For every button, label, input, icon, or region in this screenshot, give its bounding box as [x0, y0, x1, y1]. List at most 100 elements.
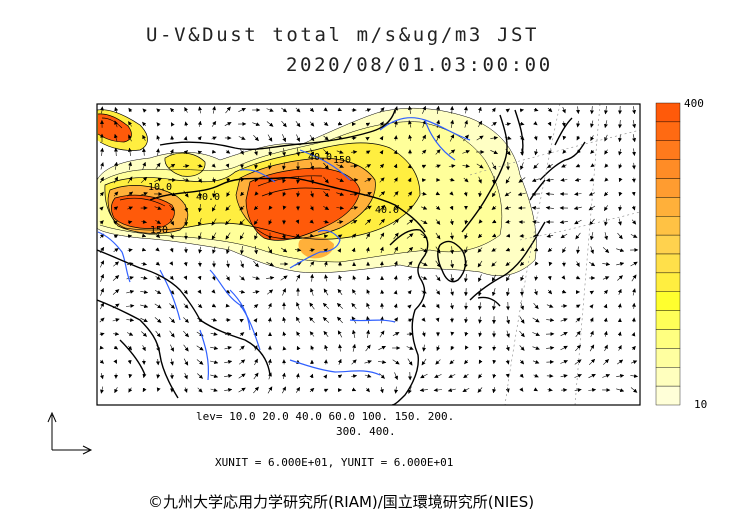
wind-vector: [559, 220, 568, 225]
wind-vector: [197, 387, 203, 393]
wind-vector: [519, 345, 525, 351]
wind-vector: [170, 122, 175, 127]
wind-vector: [574, 192, 582, 196]
wind-vector: [113, 206, 119, 211]
wind-vector: [142, 387, 147, 393]
wind-vector: [603, 289, 608, 295]
wind-vector: [532, 360, 540, 364]
wind-vector: [155, 219, 161, 225]
wind-vector: [478, 176, 482, 184]
wind-vector: [449, 205, 454, 211]
wind-vector: [520, 162, 524, 170]
wind-vector: [632, 148, 636, 156]
contour-levels-line1: lev= 10.0 20.0 40.0 60.0 100. 150. 200.: [196, 410, 455, 423]
wind-vector: [141, 247, 147, 252]
wind-vector: [450, 274, 455, 283]
wind-vector: [505, 108, 510, 113]
wind-vector: [589, 106, 594, 115]
wind-vector: [266, 121, 274, 127]
wind-vector: [100, 176, 104, 183]
wind-vector: [464, 345, 469, 350]
wind-vector: [365, 247, 370, 253]
wind-vector: [631, 191, 636, 196]
wind-vector: [197, 204, 202, 213]
wind-vector: [393, 260, 398, 267]
wind-vector: [421, 358, 427, 366]
wind-vector: [282, 331, 287, 337]
wind-vector: [238, 387, 246, 393]
wind-vector: [378, 345, 386, 351]
wind-vector: [351, 150, 358, 155]
wind-vector: [464, 219, 469, 225]
wind-vector: [100, 386, 104, 394]
wind-vector: [113, 234, 119, 239]
wind-vector: [323, 374, 328, 379]
wind-vector: [393, 163, 398, 169]
wind-vector: [435, 274, 441, 282]
wind-vector: [155, 330, 161, 338]
wind-vector: [575, 163, 581, 168]
wind-vector: [476, 163, 484, 169]
wind-vector: [156, 108, 161, 113]
wind-vector: [365, 150, 371, 155]
wind-vector: [560, 331, 568, 337]
wind-vector: [282, 134, 287, 143]
wind-vector: [603, 303, 608, 309]
wind-vector: [560, 360, 568, 364]
wind-vector: [155, 162, 161, 170]
wind-vector: [464, 317, 469, 324]
wind-vector: [531, 178, 540, 182]
wind-vector: [449, 359, 455, 365]
wind-vector: [351, 329, 356, 338]
wind-vector: [421, 191, 427, 196]
wind-vector: [463, 177, 469, 183]
wind-vector: [590, 330, 594, 338]
wind-vector: [183, 136, 188, 141]
wind-vector: [506, 233, 511, 238]
reference-vector-axes: [47, 411, 93, 455]
wind-vector: [546, 164, 553, 168]
colorbar-swatch: [655, 385, 681, 406]
wind-vector: [618, 177, 623, 183]
wind-vector: [128, 161, 133, 170]
wind-vector: [183, 330, 189, 338]
wind-vector: [183, 344, 189, 352]
wind-vector: [141, 219, 147, 224]
wind-vector: [462, 387, 470, 393]
wind-vector: [154, 289, 162, 295]
wind-vector: [477, 387, 483, 393]
wind-vector: [505, 288, 510, 297]
wind-vector: [239, 275, 245, 281]
wind-vector: [435, 219, 441, 225]
wind-vector: [478, 302, 482, 311]
wind-vector: [100, 273, 105, 282]
wind-vector: [618, 191, 623, 197]
wind-vector: [169, 330, 175, 338]
wind-vector: [170, 218, 174, 226]
wind-vector: [534, 261, 539, 266]
wind-vector: [239, 289, 246, 294]
wind-vector: [127, 248, 133, 253]
wind-vector: [141, 233, 147, 238]
wind-vector: [379, 191, 386, 197]
wind-vector: [561, 163, 567, 168]
wind-vector: [323, 288, 329, 296]
wind-vector: [618, 218, 622, 226]
wind-vector: [547, 247, 553, 252]
wind-vector: [491, 191, 497, 198]
wind-vector: [100, 288, 104, 296]
wind-vector: [433, 388, 443, 393]
wind-vector: [253, 386, 259, 394]
wind-vector: [253, 304, 259, 309]
wind-vector: [520, 247, 525, 252]
wind-vector: [309, 317, 315, 323]
wind-vector: [630, 234, 638, 238]
wind-vector: [239, 232, 245, 240]
wind-vector: [225, 218, 231, 226]
wind-vector: [603, 105, 608, 115]
wind-vector: [491, 205, 497, 210]
wind-vector: [365, 232, 371, 239]
wind-vector: [505, 122, 511, 127]
wind-vector: [239, 219, 245, 225]
wind-vector: [546, 345, 555, 350]
